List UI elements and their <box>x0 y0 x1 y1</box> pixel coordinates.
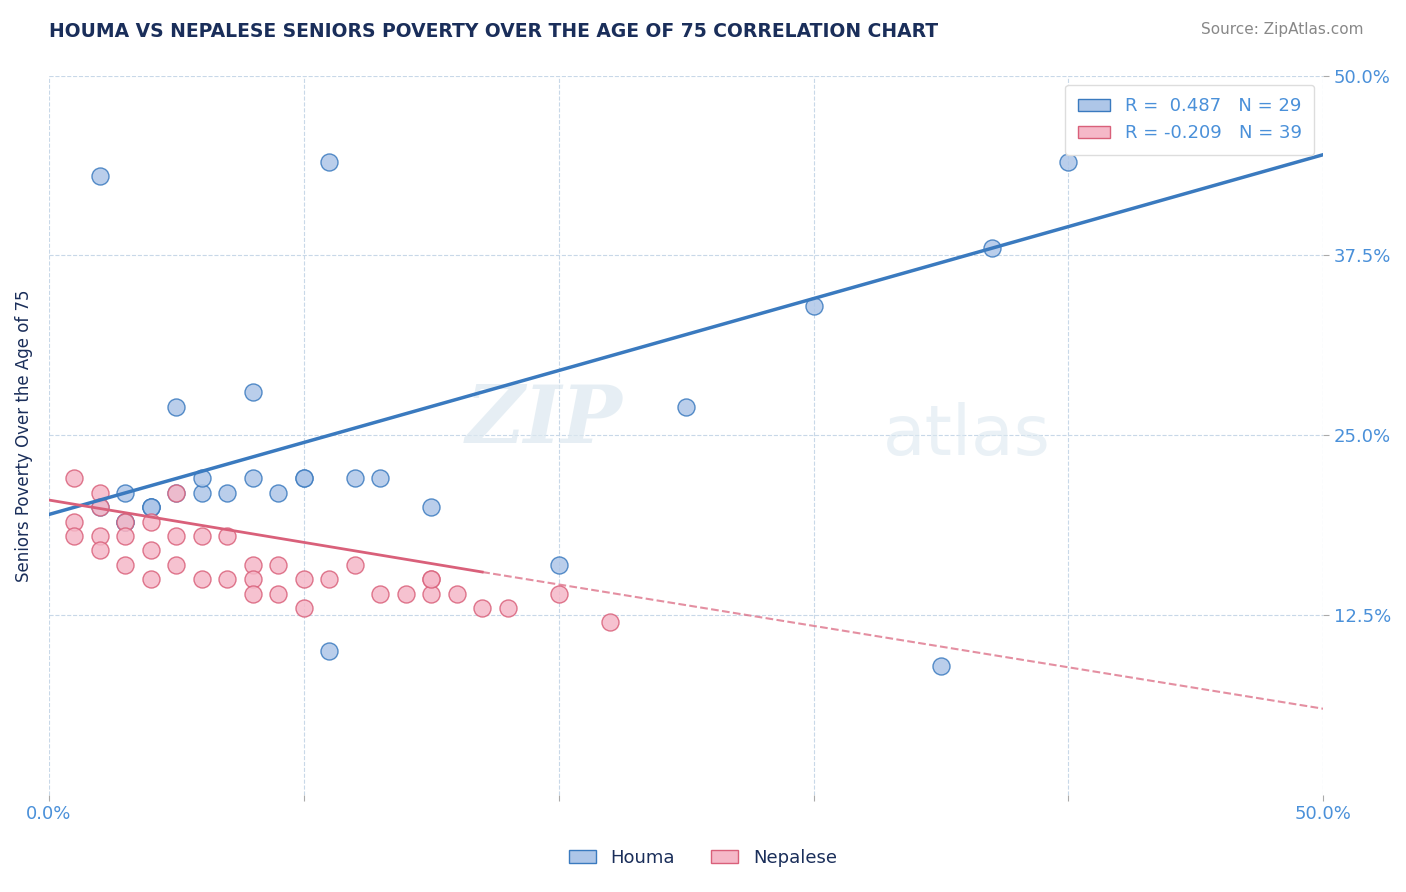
Point <box>165 558 187 572</box>
Text: atlas: atlas <box>883 401 1050 469</box>
Point <box>89 486 111 500</box>
Point <box>292 572 315 586</box>
Point <box>165 486 187 500</box>
Point <box>496 601 519 615</box>
Point <box>114 529 136 543</box>
Point <box>368 586 391 600</box>
Point <box>929 658 952 673</box>
Point <box>217 486 239 500</box>
Text: HOUMA VS NEPALESE SENIORS POVERTY OVER THE AGE OF 75 CORRELATION CHART: HOUMA VS NEPALESE SENIORS POVERTY OVER T… <box>49 22 938 41</box>
Point <box>547 558 569 572</box>
Point <box>318 572 340 586</box>
Point <box>63 529 86 543</box>
Point <box>599 615 621 630</box>
Legend: R =  0.487   N = 29, R = -0.209   N = 39: R = 0.487 N = 29, R = -0.209 N = 39 <box>1064 85 1315 155</box>
Point <box>114 558 136 572</box>
Point <box>1057 154 1080 169</box>
Point <box>420 500 443 515</box>
Point <box>191 529 214 543</box>
Point <box>803 299 825 313</box>
Point <box>292 471 315 485</box>
Point <box>547 586 569 600</box>
Point <box>139 500 162 515</box>
Point <box>114 515 136 529</box>
Point <box>165 486 187 500</box>
Point <box>420 572 443 586</box>
Point <box>89 543 111 558</box>
Point <box>63 515 86 529</box>
Point <box>191 471 214 485</box>
Point <box>471 601 494 615</box>
Point <box>395 586 418 600</box>
Point <box>191 486 214 500</box>
Point <box>114 515 136 529</box>
Point <box>217 572 239 586</box>
Text: ZIP: ZIP <box>465 382 623 459</box>
Text: Source: ZipAtlas.com: Source: ZipAtlas.com <box>1201 22 1364 37</box>
Point <box>292 601 315 615</box>
Point <box>191 572 214 586</box>
Point <box>267 558 290 572</box>
Legend: Houma, Nepalese: Houma, Nepalese <box>562 842 844 874</box>
Point <box>242 471 264 485</box>
Point <box>420 586 443 600</box>
Point <box>89 529 111 543</box>
Point <box>89 500 111 515</box>
Point <box>139 515 162 529</box>
Point <box>980 241 1002 255</box>
Point <box>89 169 111 184</box>
Point <box>165 529 187 543</box>
Point <box>217 529 239 543</box>
Point <box>242 572 264 586</box>
Point <box>242 385 264 400</box>
Point <box>368 471 391 485</box>
Point <box>139 543 162 558</box>
Point <box>165 400 187 414</box>
Point <box>139 500 162 515</box>
Point <box>446 586 468 600</box>
Point <box>343 471 366 485</box>
Point <box>63 471 86 485</box>
Point <box>89 500 111 515</box>
Point <box>292 471 315 485</box>
Point <box>114 486 136 500</box>
Point <box>242 558 264 572</box>
Point <box>318 644 340 658</box>
Point <box>242 586 264 600</box>
Point <box>267 586 290 600</box>
Point <box>139 500 162 515</box>
Point <box>343 558 366 572</box>
Point <box>420 572 443 586</box>
Point <box>267 486 290 500</box>
Point <box>675 400 697 414</box>
Point <box>139 572 162 586</box>
Point <box>318 154 340 169</box>
Y-axis label: Seniors Poverty Over the Age of 75: Seniors Poverty Over the Age of 75 <box>15 289 32 582</box>
Point <box>114 515 136 529</box>
